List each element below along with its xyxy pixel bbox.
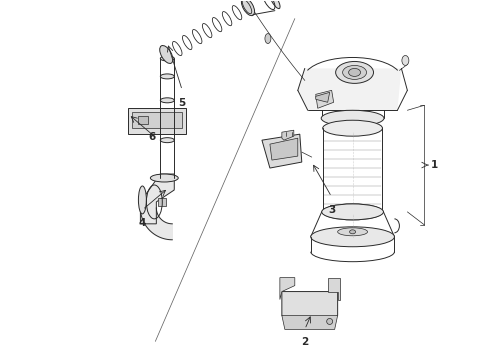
Polygon shape <box>280 278 295 300</box>
Ellipse shape <box>336 62 373 84</box>
Polygon shape <box>270 138 298 160</box>
Text: 5: 5 <box>179 98 186 108</box>
Ellipse shape <box>311 227 394 247</box>
Ellipse shape <box>321 110 384 126</box>
Ellipse shape <box>160 56 174 61</box>
Text: 2: 2 <box>301 337 308 347</box>
Polygon shape <box>132 112 182 128</box>
Ellipse shape <box>349 230 356 234</box>
Ellipse shape <box>265 33 271 44</box>
Ellipse shape <box>160 98 174 103</box>
Polygon shape <box>316 90 334 108</box>
Ellipse shape <box>160 45 173 63</box>
Ellipse shape <box>323 204 383 220</box>
Polygon shape <box>138 116 148 124</box>
Polygon shape <box>158 198 166 206</box>
Text: 3: 3 <box>328 205 335 215</box>
Ellipse shape <box>338 228 368 236</box>
Ellipse shape <box>138 186 147 214</box>
Polygon shape <box>298 68 401 110</box>
Polygon shape <box>328 278 340 300</box>
Polygon shape <box>262 134 302 168</box>
Text: 1: 1 <box>431 160 439 170</box>
Polygon shape <box>128 108 186 134</box>
Ellipse shape <box>402 55 409 66</box>
Ellipse shape <box>160 138 174 143</box>
Ellipse shape <box>322 204 384 220</box>
Polygon shape <box>141 174 174 224</box>
Ellipse shape <box>270 0 280 9</box>
Ellipse shape <box>160 74 174 79</box>
Text: 4: 4 <box>139 218 146 228</box>
Polygon shape <box>141 208 172 240</box>
Ellipse shape <box>348 68 361 76</box>
Ellipse shape <box>327 319 333 324</box>
Ellipse shape <box>242 0 255 15</box>
Polygon shape <box>282 315 338 329</box>
Polygon shape <box>316 92 330 102</box>
Polygon shape <box>282 130 294 140</box>
Text: 6: 6 <box>148 132 155 142</box>
Ellipse shape <box>343 66 367 80</box>
Ellipse shape <box>150 174 178 182</box>
Ellipse shape <box>323 120 383 136</box>
Polygon shape <box>282 292 338 323</box>
